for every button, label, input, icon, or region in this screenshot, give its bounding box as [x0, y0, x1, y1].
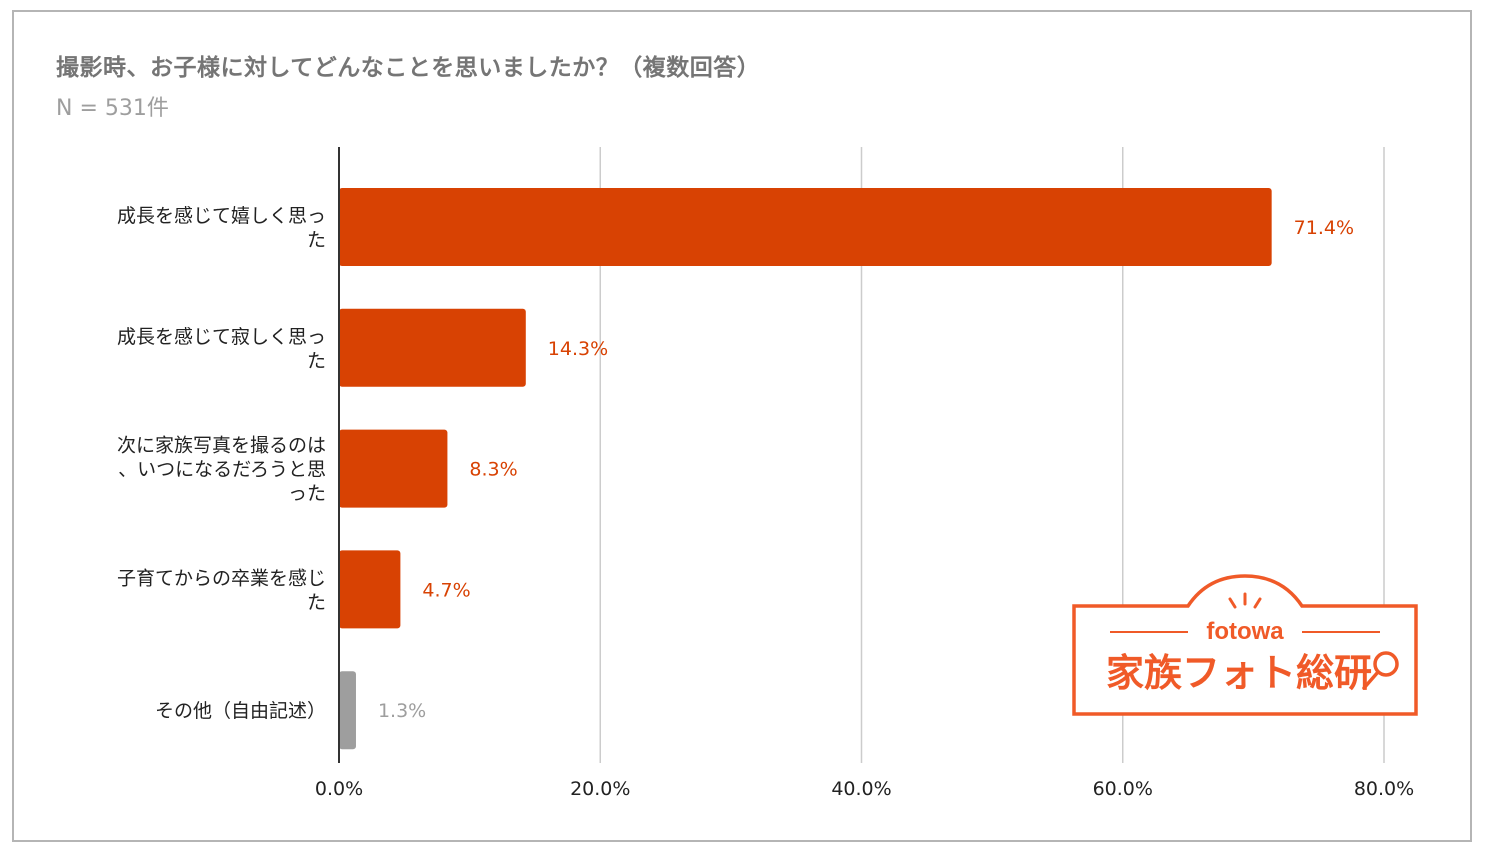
- x-tick-label: 0.0%: [315, 778, 363, 800]
- bar: [339, 188, 1272, 266]
- category-label: 成長を感じて嬉しく思っ: [117, 205, 326, 227]
- category-label: た: [307, 591, 326, 613]
- logo-name: 家族フォト総研: [1106, 651, 1372, 695]
- labels: 0.0% 20.0% 40.0% 60.0% 80.0% 71.4% 成長を感じて嬉しく思っ…: [117, 205, 1414, 800]
- logo-brand: fotowa: [1206, 618, 1284, 645]
- category-label: 次に家族写真を撮るのは: [117, 435, 326, 457]
- x-tick-label: 20.0%: [570, 778, 630, 800]
- chart-title: 撮影時、お子様に対してどんなことを思いましたか？（複数回答）: [56, 55, 761, 81]
- value-label: 1.3%: [378, 700, 426, 722]
- fotowa-logo: fotowa 家族フォト総研: [1072, 574, 1418, 716]
- x-tick-label: 80.0%: [1354, 778, 1414, 800]
- category-label: た: [307, 350, 326, 372]
- value-label: 4.7%: [422, 579, 470, 601]
- chart-subtitle: N = 531件: [56, 96, 169, 121]
- bar: [339, 550, 401, 629]
- bar: [339, 429, 448, 508]
- magnifier-icon: [1362, 651, 1399, 690]
- bar: [339, 671, 356, 750]
- x-tick-label: 60.0%: [1093, 778, 1153, 800]
- value-label: 14.3%: [548, 338, 608, 360]
- value-label: 71.4%: [1294, 217, 1354, 239]
- value-label: 8.3%: [469, 459, 517, 481]
- category-label: その他（自由記述）: [155, 700, 326, 722]
- logo-frame: [1072, 574, 1418, 716]
- category-label: った: [288, 483, 326, 505]
- category-label: 、いつになるだろうと思: [118, 459, 326, 481]
- bar: [339, 308, 526, 387]
- logo-sparkle-icon: [1228, 592, 1262, 609]
- category-label: 成長を感じて寂しく思っ: [117, 326, 326, 348]
- x-tick-label: 40.0%: [831, 778, 891, 800]
- category-label: た: [307, 229, 326, 251]
- category-label: 子育てからの卒業を感じ: [117, 567, 326, 589]
- bars: [339, 188, 1272, 750]
